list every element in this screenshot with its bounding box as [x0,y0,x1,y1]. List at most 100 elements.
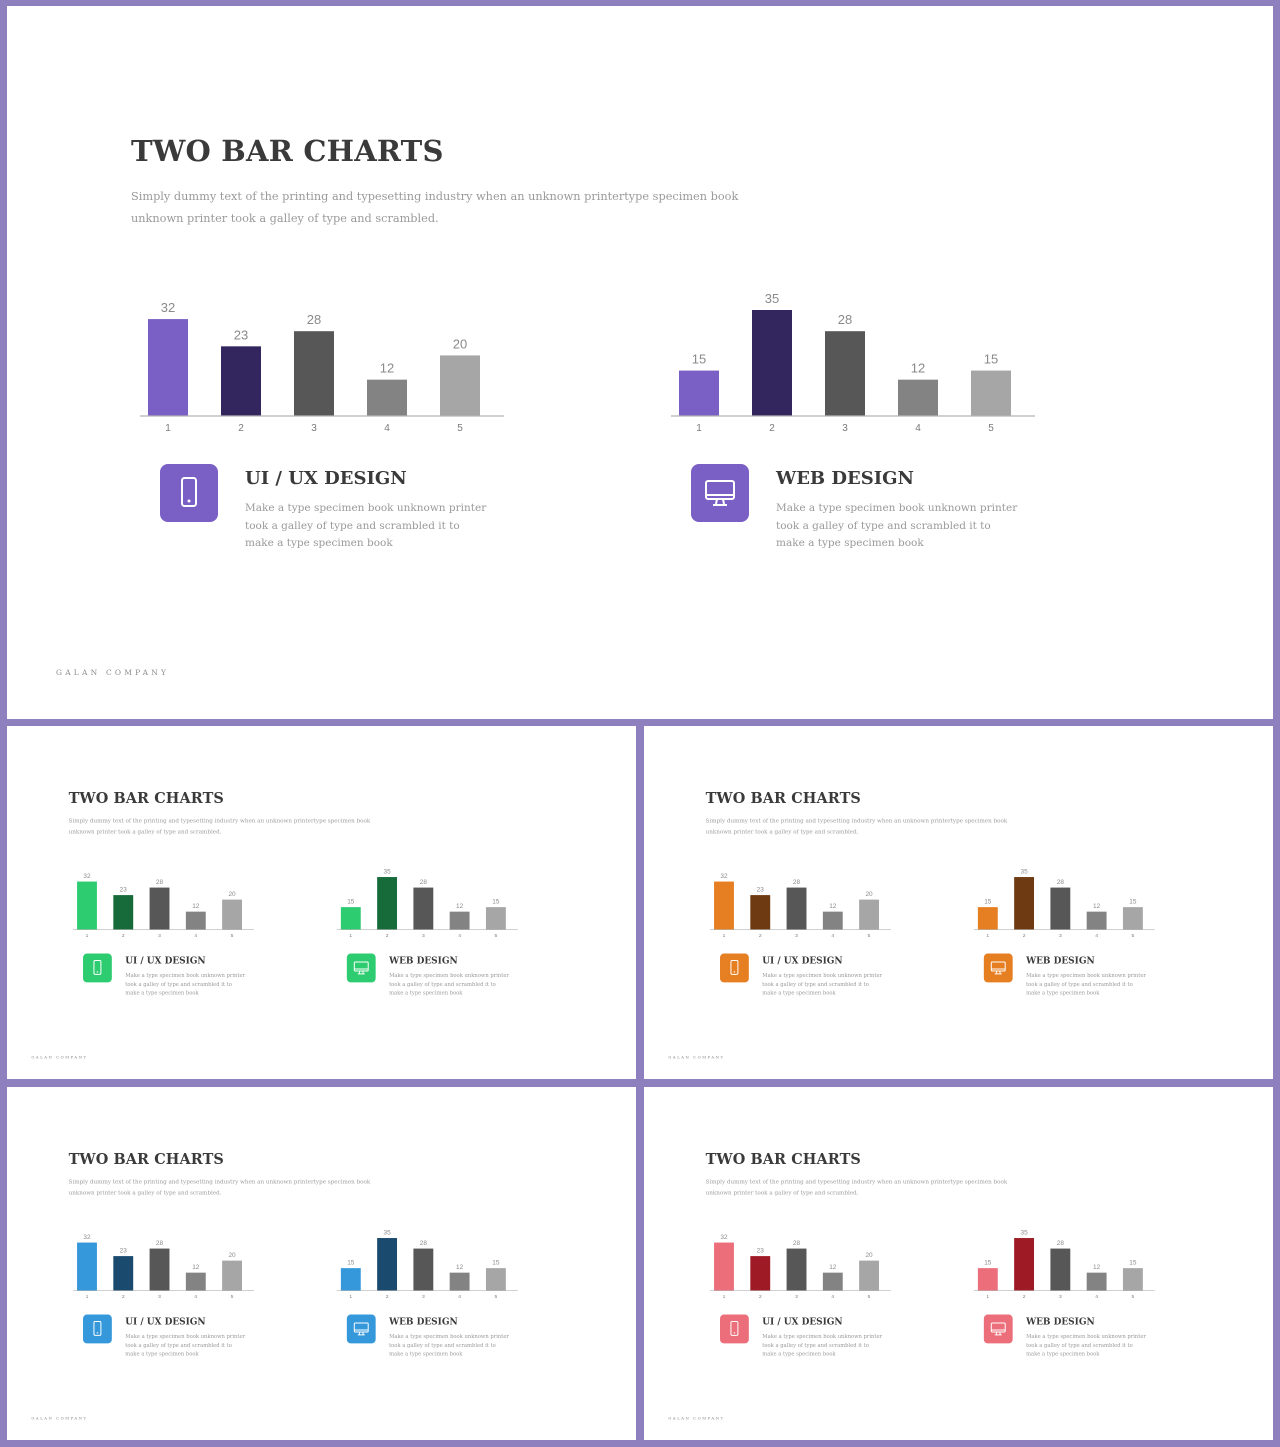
bar-1 [977,907,998,930]
x-tick-label: 4 [831,933,834,939]
service-card-web-design: WEB DESIGN Make a type specimen book unk… [983,1314,1153,1365]
bar-3 [786,1248,807,1291]
bar-value-label: 23 [120,1248,128,1255]
bar-chart-svg: 15 1 35 2 28 3 12 4 15 5 [336,1230,518,1300]
card-title-web-design: WEB DESIGN [1026,1316,1095,1327]
bar-2 [752,310,792,416]
x-tick-label: 2 [386,933,389,939]
service-card-ui-ux: UI / UX DESIGN Make a type specimen book… [720,953,889,1004]
slide-content: TWO BAR CHARTS Simply dummy text of the … [7,726,636,1079]
bar-chart-svg: 32 1 23 2 28 3 12 4 20 5 [710,873,891,939]
bar-3 [149,1248,170,1291]
x-tick-label: 1 [723,933,726,939]
bar-5 [971,370,1011,416]
bar-value-label: 15 [1129,899,1137,906]
bar-5 [222,899,243,930]
bar-value-label: 20 [453,336,467,351]
bar-4 [822,911,843,930]
ui-ux-icon-box [83,953,112,983]
bar-value-label: 15 [692,352,706,367]
card-text-ui-ux: Make a type specimen book unknown printe… [125,972,246,996]
slide-content: TWO BAR CHARTS Simply dummy text of the … [7,1087,636,1440]
web-design-icon-box [346,953,376,983]
bar-chart-svg: 32 1 23 2 28 3 12 4 20 5 [140,300,504,434]
bar-value-label: 15 [984,352,998,367]
bar-value-label: 12 [456,1264,464,1271]
x-tick-label: 5 [1132,1294,1135,1300]
slide-title: TWO BAR CHARTS [131,134,444,168]
bar-chart-svg: 15 1 35 2 28 3 12 4 15 5 [671,291,1035,434]
bar-value-label: 12 [192,903,200,910]
bar-3 [1050,887,1071,930]
x-tick-label: 2 [122,1294,125,1300]
bar-value-label: 15 [492,899,500,906]
slide-subtitle: Simply dummy text of the printing and ty… [68,817,371,835]
slide-blue: TWO BAR CHARTS Simply dummy text of the … [7,1087,636,1440]
bar-1 [340,1268,361,1291]
bar-5 [1122,907,1143,930]
x-tick-label: 5 [988,423,994,434]
x-tick-label: 2 [1023,933,1026,939]
slide-subtitle: Simply dummy text of the printing and ty… [705,817,1008,835]
bar-1 [714,881,734,930]
card-text-ui-ux: Make a type specimen book unknown printe… [762,1333,883,1357]
web-design-icon-box [983,953,1013,983]
company-footer: GALAN COMPANY [56,668,170,677]
bar-value-label: 15 [492,1260,500,1267]
bar-value-label: 32 [720,1234,728,1241]
bar-value-label: 28 [156,1240,164,1247]
ui-ux-icon-box [160,464,218,522]
x-tick-label: 3 [795,933,798,939]
card-text-web-design: Make a type specimen book unknown printe… [1026,972,1146,996]
bar-1 [714,1242,734,1291]
bar-value-label: 20 [865,891,873,898]
x-tick-label: 5 [231,933,234,939]
bar-5 [485,907,506,930]
smartphone-icon [93,1321,102,1336]
bar-value-label: 35 [383,869,391,876]
card-title-web-design: WEB DESIGN [389,955,458,966]
bar-chart-svg: 15 1 35 2 28 3 12 4 15 5 [336,869,518,939]
slide-green: TWO BAR CHARTS Simply dummy text of the … [7,726,636,1079]
service-card-ui-ux: UI / UX DESIGN Make a type specimen book… [160,464,500,564]
x-tick-label: 4 [831,1294,834,1300]
slide-content: TWO BAR CHARTS Simply dummy text of the … [644,726,1273,1079]
card-text-ui-ux: Make a type specimen book unknown printe… [125,1333,246,1357]
monitor-icon [353,961,369,975]
bar-3 [413,887,434,930]
bar-3 [413,1248,434,1291]
x-tick-label: 4 [458,933,461,939]
x-tick-label: 4 [458,1294,461,1300]
bar-4 [367,379,407,416]
x-tick-label: 5 [495,933,498,939]
x-tick-label: 3 [422,1294,425,1300]
slide-title: TWO BAR CHARTS [705,1150,861,1168]
bar-4 [822,1272,843,1291]
card-title-web-design: WEB DESIGN [1026,955,1095,966]
card-title-ui-ux: UI / UX DESIGN [762,1316,843,1327]
bar-value-label: 12 [1093,903,1101,910]
card-title-ui-ux: UI / UX DESIGN [762,955,843,966]
bar-1 [77,1242,97,1291]
bar-2 [750,895,771,930]
service-card-ui-ux: UI / UX DESIGN Make a type specimen book… [83,1314,252,1365]
smartphone-icon [730,960,739,975]
slide-title: TWO BAR CHARTS [68,1150,224,1168]
service-card-ui-ux: UI / UX DESIGN Make a type specimen book… [720,1314,889,1365]
slide-content: TWO BAR CHARTS Simply dummy text of the … [7,6,1273,719]
bar-chart-svg: 32 1 23 2 28 3 12 4 20 5 [73,873,254,939]
ui-ux-icon-box [720,953,749,983]
x-tick-label: 1 [696,423,702,434]
monitor-icon [990,1322,1006,1336]
bar-value-label: 28 [420,879,428,886]
x-tick-label: 5 [231,1294,234,1300]
company-footer: GALAN COMPANY [668,1415,725,1421]
company-footer: GALAN COMPANY [668,1054,725,1060]
monitor-icon [353,1322,369,1336]
bar-chart-left: 32 1 23 2 28 3 12 4 20 5 [69,1221,258,1300]
x-tick-label: 2 [769,423,775,434]
ui-ux-icon-box [83,1314,112,1344]
x-tick-label: 1 [86,933,89,939]
bar-chart-right: 15 1 35 2 28 3 12 4 15 5 [332,860,521,939]
bar-4 [1086,1272,1107,1291]
